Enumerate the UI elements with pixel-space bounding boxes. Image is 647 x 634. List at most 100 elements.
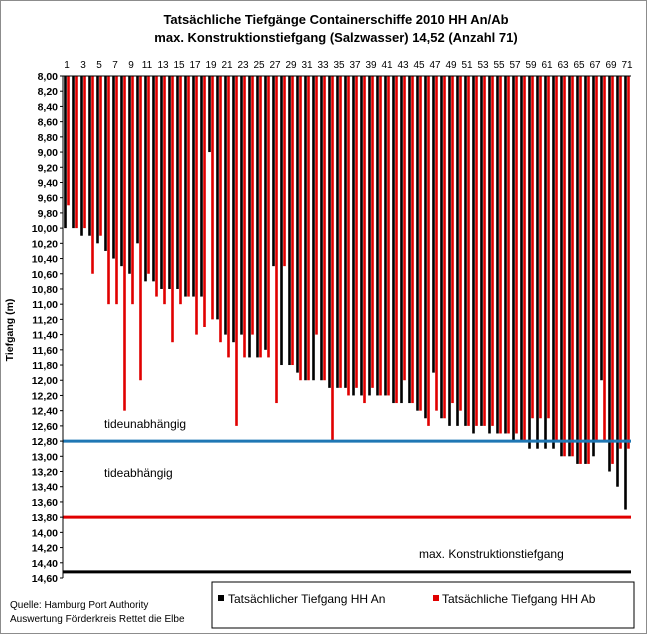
legend-swatch-ab [433, 595, 439, 601]
bar-ab [115, 76, 118, 305]
x-tick-label: 1 [64, 60, 70, 71]
bar-ab [475, 76, 478, 426]
bar-ab [139, 76, 142, 381]
bar-an [512, 76, 515, 442]
bar-an [280, 76, 283, 366]
bar-an [288, 76, 291, 366]
bar-ab [203, 76, 206, 327]
bar-an [88, 76, 91, 236]
x-tick-label: 59 [525, 60, 537, 71]
bar-an [520, 76, 523, 442]
bar-ab [587, 76, 590, 464]
bar-ab [467, 76, 470, 426]
bar-an [616, 76, 619, 487]
bar-ab [75, 76, 78, 229]
bar-ab [523, 76, 526, 442]
bar-ab [347, 76, 350, 396]
x-tick-labels: 1 3 5 7 9 11 13 15 17 19 21 23 25 27 29 31 33 35 37 39 41 43 4… [64, 60, 633, 71]
bar-ab [331, 76, 334, 442]
bar-ab [107, 76, 110, 305]
y-tick-label: 8,80 [38, 132, 59, 144]
legend-label-ab: Tatsächliche Tiefgang HH Ab [442, 592, 596, 606]
bar-an [536, 76, 539, 449]
bar-an [256, 76, 259, 358]
bar-an [336, 76, 339, 388]
bar-ab [163, 76, 166, 305]
annotation-max-konstruktionstiefgang: max. Konstruktionstiefgang [419, 547, 564, 561]
bar-ab [403, 76, 406, 381]
x-tick-label: 43 [397, 60, 409, 71]
x-tick-label: 45 [413, 60, 425, 71]
x-tick-label: 23 [237, 60, 249, 71]
x-tick-label: 31 [301, 60, 313, 71]
y-tick-label: 11,60 [32, 345, 58, 357]
bar-ab [291, 76, 294, 366]
bar-ab [131, 76, 134, 305]
bar-ab [555, 76, 558, 442]
bar-an [432, 76, 435, 373]
bar-an [488, 76, 491, 434]
bar-an [560, 76, 563, 457]
bar-an [64, 76, 67, 229]
bar-an [608, 76, 611, 472]
y-tick-label: 8,20 [38, 86, 59, 98]
reference-lines [63, 439, 631, 574]
x-tick-label: 55 [493, 60, 505, 71]
bar-ab [243, 76, 246, 358]
bar-an [368, 76, 371, 396]
y-tick-label: 12,60 [32, 421, 58, 433]
bar-an [576, 76, 579, 464]
bar-an [424, 76, 427, 419]
annotation-tideabhaengig: tideabhängig [104, 466, 173, 480]
bar-an [224, 76, 227, 335]
bar-an [320, 76, 323, 381]
source-line-2: Auswertung Förderkreis Rettet die Elbe [10, 614, 185, 625]
y-axis-title: Tiefgang (m) [4, 299, 16, 362]
bar-ab [275, 76, 278, 404]
bar-an [72, 76, 75, 229]
y-tick-label: 12,00 [32, 375, 58, 387]
bar-an [600, 76, 603, 381]
bar-ab [563, 76, 566, 457]
y-tick-label: 8,00 [38, 71, 59, 83]
x-tick-label: 3 [80, 60, 86, 71]
bar-ab [499, 76, 502, 434]
bar-an [552, 76, 555, 449]
y-tick-label: 14,60 [32, 573, 58, 585]
y-tick-label: 10,40 [32, 254, 58, 266]
bar-an [152, 76, 155, 282]
bar-ab [411, 76, 414, 404]
bar-an [472, 76, 475, 434]
legend-swatch-an [218, 595, 224, 601]
x-tick-label: 25 [253, 60, 265, 71]
bar-an [248, 76, 251, 358]
bar-ab [251, 76, 254, 335]
bar-an [176, 76, 179, 289]
x-tick-label: 41 [381, 60, 393, 71]
bar-an [624, 76, 627, 510]
bar-ab [307, 76, 310, 381]
x-tick-label: 37 [349, 60, 361, 71]
x-tick-label: 35 [333, 60, 345, 71]
bar-ab [627, 76, 630, 449]
x-tick-label: 17 [189, 60, 201, 71]
bar-an [112, 76, 115, 259]
y-tick-labels: 8,00 8,20 8,40 8,60 8,80 9,00 9,20 9,40 9,60 9,80… [32, 71, 63, 585]
bar-ab [515, 76, 518, 434]
bar-an [480, 76, 483, 426]
bar-an [376, 76, 379, 396]
x-tick-label: 53 [477, 60, 489, 71]
bar-ab [123, 76, 126, 411]
y-tick-label: 9,20 [38, 162, 59, 174]
bar-an [448, 76, 451, 426]
bar-ab [211, 76, 214, 320]
bar-an [240, 76, 243, 335]
bar-ab [187, 76, 190, 297]
y-tick-label: 10,00 [32, 223, 58, 235]
bar-ab [67, 76, 70, 206]
y-tick-label: 11,20 [32, 314, 58, 326]
bar-ab [83, 76, 86, 229]
bar-an [104, 76, 107, 251]
bars-group [64, 76, 630, 510]
y-tick-label: 13,20 [32, 467, 58, 479]
